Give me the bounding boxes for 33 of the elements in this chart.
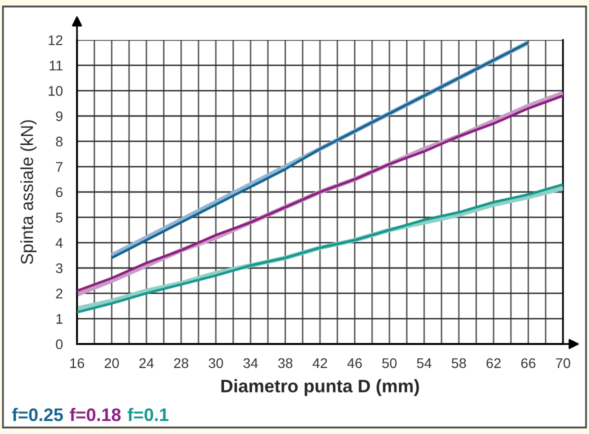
y-tick-label: 1 — [56, 314, 62, 324]
x-tick-label: 24 — [139, 358, 154, 368]
x-tick-label: 16 — [70, 358, 84, 368]
x-tick-label: 28 — [174, 358, 188, 368]
x-axis-title: Diametro punta D (mm) — [221, 379, 419, 396]
text: f=0.18 — [70, 408, 121, 422]
x-tick-label: 54 — [416, 358, 432, 368]
x-tick-label: 30 — [208, 358, 224, 368]
text: f=0.1 — [128, 408, 168, 422]
x-tick-label: 50 — [382, 358, 397, 368]
x-tick-label: 66 — [521, 358, 536, 368]
y-tick-label: 6 — [56, 187, 62, 198]
y-axis-title: Spinta assiale (kN) — [20, 120, 37, 264]
x-tick-label: 20 — [104, 358, 119, 368]
x-tick-label: 58 — [452, 358, 466, 368]
x-tick-label: 70 — [556, 358, 570, 368]
y-tick-label: 3 — [56, 263, 62, 274]
y-tick-label: 10 — [48, 86, 63, 96]
y-tick-label: 9 — [56, 111, 62, 122]
x-tick-label: 38 — [278, 358, 292, 368]
x-tick-label: 34 — [243, 358, 258, 368]
y-tick-label: 7 — [56, 162, 62, 172]
y-tick-label: 5 — [56, 212, 63, 223]
x-tick-label: 62 — [486, 358, 501, 368]
y-tick-label: 11 — [50, 60, 62, 70]
y-tick-label: 4 — [56, 238, 63, 248]
x-tick-label: 46 — [347, 358, 362, 368]
y-tick-label: 2 — [56, 288, 62, 298]
y-tick-label: 8 — [56, 136, 63, 147]
x-tick-label: 42 — [312, 358, 328, 368]
y-tick-label: 0 — [56, 339, 63, 350]
text: f=0.25 — [12, 408, 63, 422]
y-tick-label: 12 — [48, 35, 62, 46]
